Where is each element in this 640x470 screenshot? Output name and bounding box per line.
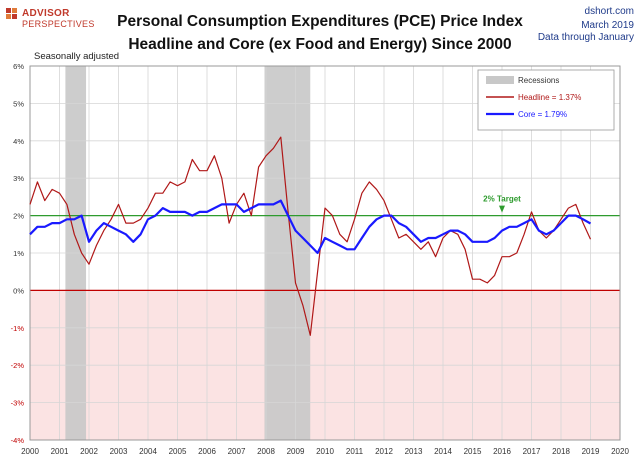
logo-line2: PERSPECTIVES (22, 19, 95, 29)
y-tick-label: 5% (13, 99, 24, 108)
legend-recession-swatch (486, 76, 514, 84)
legend-recession-label: Recessions (518, 76, 559, 85)
x-tick-label: 2015 (464, 447, 482, 456)
y-tick-label: -4% (11, 436, 25, 445)
source-date: March 2019 (581, 20, 634, 31)
x-tick-label: 2000 (21, 447, 39, 456)
seasonal-note: Seasonally adjusted (34, 51, 120, 62)
source-site: dshort.com (584, 6, 634, 17)
core-series-line (29, 199, 592, 255)
advisor-perspectives-logo: ADVISOR PERSPECTIVES (6, 6, 106, 36)
x-tick-label: 2019 (582, 447, 600, 456)
headline-series-line (29, 136, 592, 336)
x-tick-label: 2003 (110, 447, 128, 456)
y-tick-label: -3% (11, 399, 25, 408)
x-tick-label: 2011 (346, 447, 364, 456)
y-tick-label: 0% (13, 286, 24, 295)
x-tick-label: 2013 (405, 447, 423, 456)
x-tick-label: 2001 (51, 447, 69, 456)
y-tick-label: -2% (11, 361, 25, 370)
legend-headline-label: Headline = 1.37% (518, 93, 581, 102)
x-tick-label: 2004 (139, 447, 157, 456)
x-tick-label: 2017 (523, 447, 541, 456)
target-label: 2% Target (483, 195, 521, 204)
logo-mark-icon (6, 8, 17, 19)
x-tick-label: 2014 (434, 447, 452, 456)
x-tick-label: 2020 (611, 447, 629, 456)
chart-subtitle: Headline and Core (ex Food and Energy) S… (128, 36, 512, 53)
target-arrow-icon (499, 205, 505, 213)
y-tick-label: 6% (13, 62, 24, 71)
x-tick-label: 2008 (257, 447, 275, 456)
y-tick-label: 3% (13, 174, 24, 183)
source-data-through: Data through January (537, 32, 634, 43)
x-tick-label: 2006 (198, 447, 216, 456)
x-tick-label: 2018 (552, 447, 570, 456)
legend-core-label: Core = 1.79% (518, 110, 567, 119)
x-tick-label: 2007 (228, 447, 246, 456)
chart-title: Personal Consumption Expenditures (PCE) … (117, 13, 523, 30)
y-tick-label: 2% (13, 212, 24, 221)
x-tick-label: 2002 (80, 447, 98, 456)
x-tick-label: 2005 (169, 447, 187, 456)
x-tick-label: 2009 (287, 447, 305, 456)
y-tick-label: -1% (11, 324, 25, 333)
x-tick-label: 2016 (493, 447, 511, 456)
plot-border (29, 65, 621, 441)
x-tick-label: 2012 (375, 447, 393, 456)
y-tick-label: 1% (13, 249, 24, 258)
logo-line1: ADVISOR (22, 8, 70, 19)
y-tick-label: 4% (13, 137, 24, 146)
x-tick-label: 2010 (316, 447, 334, 456)
